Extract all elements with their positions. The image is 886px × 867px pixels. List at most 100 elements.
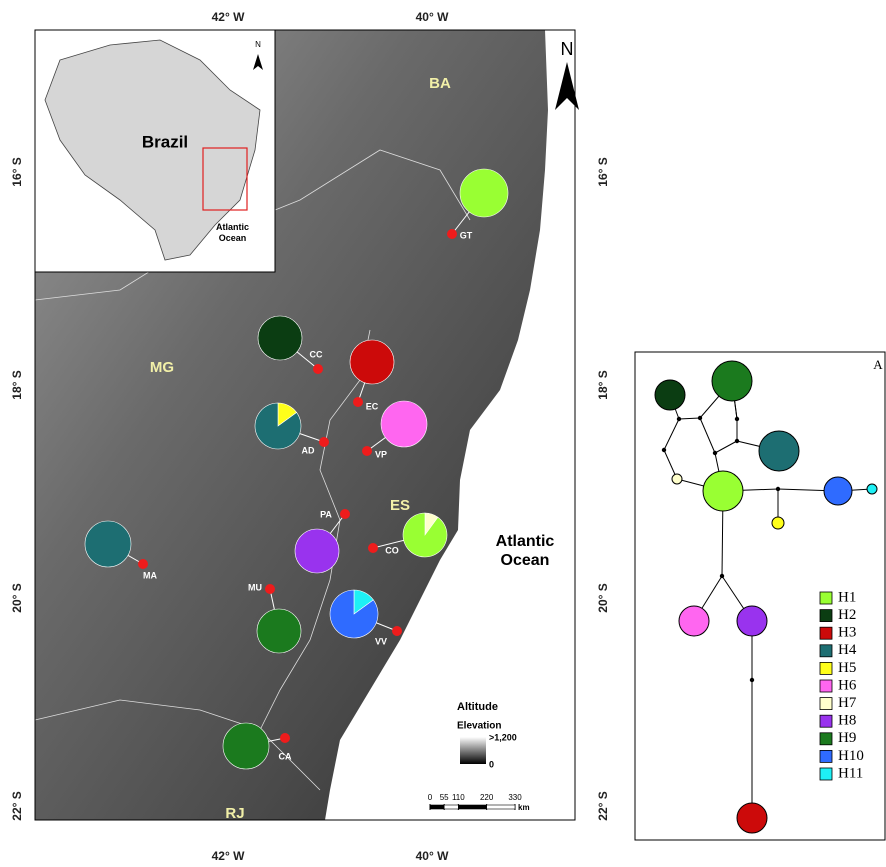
elevation-max: >1,200 <box>489 732 517 742</box>
scale-label: 110 <box>452 793 465 802</box>
pie-slice <box>258 316 302 360</box>
legend-swatch <box>820 627 832 639</box>
legend-label: H4 <box>838 642 857 658</box>
lat-label: 16° S <box>596 157 610 186</box>
median-vector <box>750 678 754 682</box>
scale-segment <box>444 805 458 809</box>
region-label: MG <box>150 359 174 376</box>
median-vector <box>776 487 780 491</box>
inset-ocean-box: Atlantic Ocean <box>210 222 270 252</box>
site-label: CO <box>385 545 399 555</box>
lat-label: 20° S <box>596 583 610 612</box>
elevation-min: 0 <box>489 759 494 769</box>
site-label: MA <box>143 570 157 580</box>
median-vector <box>677 417 681 421</box>
legend-swatch <box>820 610 832 622</box>
haplotype-node <box>712 361 752 401</box>
haplotype-node <box>772 517 784 529</box>
region-label: RJ <box>225 805 244 822</box>
region-label: BA <box>429 75 451 92</box>
lat-label: 22° S <box>10 791 24 820</box>
site-dot <box>362 446 372 456</box>
median-vector <box>735 439 739 443</box>
legend-label: H6 <box>838 677 857 693</box>
haplotype-node <box>867 484 877 494</box>
pie-slice <box>460 169 508 217</box>
legend-label: H8 <box>838 713 856 729</box>
lat-label: 22° S <box>596 791 610 820</box>
scale-unit: km <box>518 803 530 812</box>
elevation-ramp <box>460 737 486 764</box>
altitude-title: Altitude <box>457 701 498 713</box>
inset-ocean: Atlantic Ocean <box>210 222 255 244</box>
haplotype-node <box>703 471 743 511</box>
legend-swatch <box>820 750 832 762</box>
pie-slice <box>403 513 447 557</box>
legend-label: H10 <box>838 748 864 764</box>
scale-segment <box>487 805 515 809</box>
legend-swatch <box>820 715 832 727</box>
legend-swatch <box>820 662 832 674</box>
legend-label: H11 <box>838 765 863 781</box>
haplotype-node <box>824 477 852 505</box>
haplotype-node <box>655 380 685 410</box>
site-dot <box>138 559 148 569</box>
haplotype-node <box>759 431 799 471</box>
site-label: CC <box>310 349 323 359</box>
haplotype-node <box>737 606 767 636</box>
lat-label: 18° S <box>596 370 610 399</box>
lon-label: 42° W <box>212 849 245 863</box>
lat-label: 18° S <box>10 370 24 399</box>
site-label: GT <box>460 230 473 240</box>
legend-swatch <box>820 680 832 692</box>
lon-label: 40° W <box>416 10 449 24</box>
legend-label: H3 <box>838 625 856 641</box>
site-dot <box>447 229 457 239</box>
median-vector <box>720 574 724 578</box>
pie-slice <box>350 340 394 384</box>
site-label: EC <box>366 401 379 411</box>
inset-north: N <box>255 40 261 49</box>
inset-country: Brazil <box>142 132 188 151</box>
lat-label: 20° S <box>10 583 24 612</box>
site-label: PA <box>320 509 332 519</box>
haplotype-node <box>672 474 682 484</box>
panel-label: A <box>873 357 883 372</box>
legend-swatch <box>820 645 832 657</box>
site-dot <box>265 584 275 594</box>
site-label: AD <box>302 445 315 455</box>
site-dot <box>368 543 378 553</box>
legend-label: H5 <box>838 660 856 676</box>
haplotype-node <box>679 606 709 636</box>
legend-label: H7 <box>838 695 857 711</box>
site-dot <box>280 733 290 743</box>
lat-label: 16° S <box>10 157 24 186</box>
north-label: N <box>561 39 574 59</box>
region-label: ES <box>390 497 410 514</box>
legend-swatch <box>820 733 832 745</box>
ocean-label-box: Atlantic Ocean <box>485 532 575 582</box>
figure: N Brazil N Atlantic Ocean Atlantic Ocean… <box>0 0 886 867</box>
ocean-label: Atlantic Ocean <box>485 532 565 570</box>
legend-label: H2 <box>838 607 856 623</box>
legend-label: H1 <box>838 589 856 605</box>
site-label: MU <box>248 582 262 592</box>
scale-segment <box>430 805 444 809</box>
altitude-subtitle: Elevation <box>457 721 501 732</box>
median-vector <box>713 451 717 455</box>
legend-swatch <box>820 698 832 710</box>
median-vector <box>662 448 666 452</box>
median-vector <box>735 417 739 421</box>
pie-slice <box>295 529 339 573</box>
scale-label: 220 <box>480 793 494 802</box>
site-dot <box>319 437 329 447</box>
lon-label: 42° W <box>212 10 245 24</box>
site-dot <box>313 364 323 374</box>
scale-label: 330 <box>508 793 522 802</box>
lon-label: 40° W <box>416 849 449 863</box>
legend-label: H9 <box>838 730 856 746</box>
scale-segment <box>458 805 486 809</box>
legend-swatch <box>820 768 832 780</box>
legend-swatch <box>820 592 832 604</box>
pie-slice <box>381 401 427 447</box>
